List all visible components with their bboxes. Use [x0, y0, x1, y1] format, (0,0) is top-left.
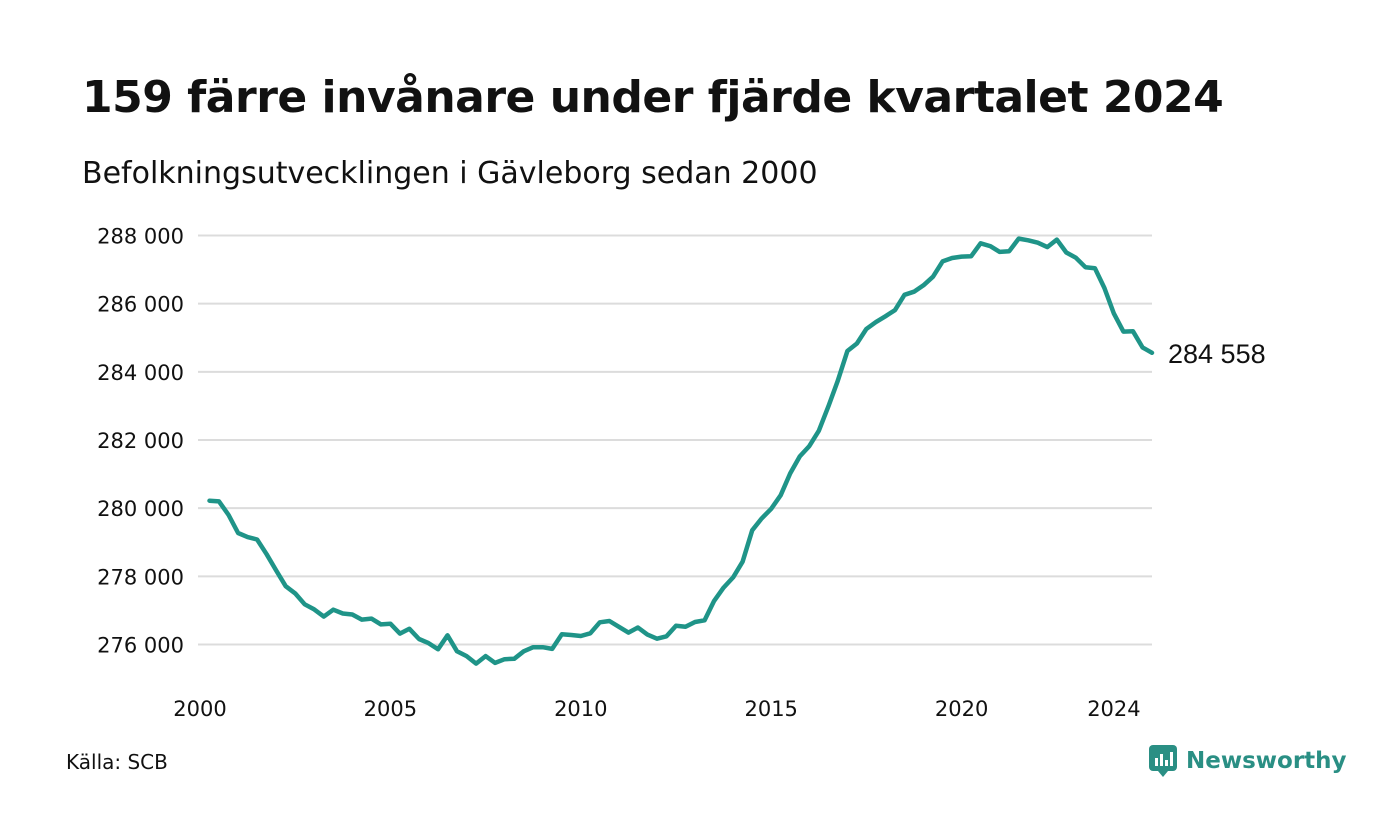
- chart-subtitle: Befolkningsutvecklingen i Gävleborg seda…: [82, 156, 818, 191]
- y-tick-label: 282 000: [97, 429, 184, 453]
- end-value-labels: 284 558: [1168, 339, 1266, 369]
- y-tick-label: 284 000: [97, 361, 184, 385]
- series-line-0: [207, 236, 1155, 666]
- end-value-label: 284 558: [1168, 339, 1266, 369]
- x-tick-label: 2020: [935, 697, 988, 721]
- brand-name: Newsworthy: [1186, 748, 1347, 774]
- y-axis-labels: 276 000 278 000 280 000 282 000 284 000 286 0…: [97, 225, 184, 658]
- series-lines: [207, 236, 1155, 666]
- brand-logo: Newsworthy: [1148, 744, 1347, 778]
- x-tick-label: 2015: [744, 697, 797, 721]
- x-tick-label: 2010: [554, 697, 607, 721]
- x-tick-label: 2000: [173, 697, 226, 721]
- y-tick-label: 278 000: [97, 565, 184, 589]
- y-tick-label: 276 000: [97, 634, 184, 658]
- y-tick-label: 288 000: [97, 225, 184, 249]
- x-axis-labels: 2000 2005 2010 2015 2020 2024: [173, 697, 1140, 721]
- source-note: Källa: SCB: [66, 750, 168, 774]
- y-tick-label: 286 000: [97, 293, 184, 317]
- y-tick-label: 280 000: [97, 497, 184, 521]
- newsworthy-logo-icon: [1149, 745, 1177, 777]
- gridlines: [198, 234, 1152, 646]
- x-tick-label: 2005: [364, 697, 417, 721]
- chart-title: 159 färre invånare under fjärde kvartale…: [82, 72, 1224, 123]
- x-tick-label: 2024: [1087, 697, 1140, 721]
